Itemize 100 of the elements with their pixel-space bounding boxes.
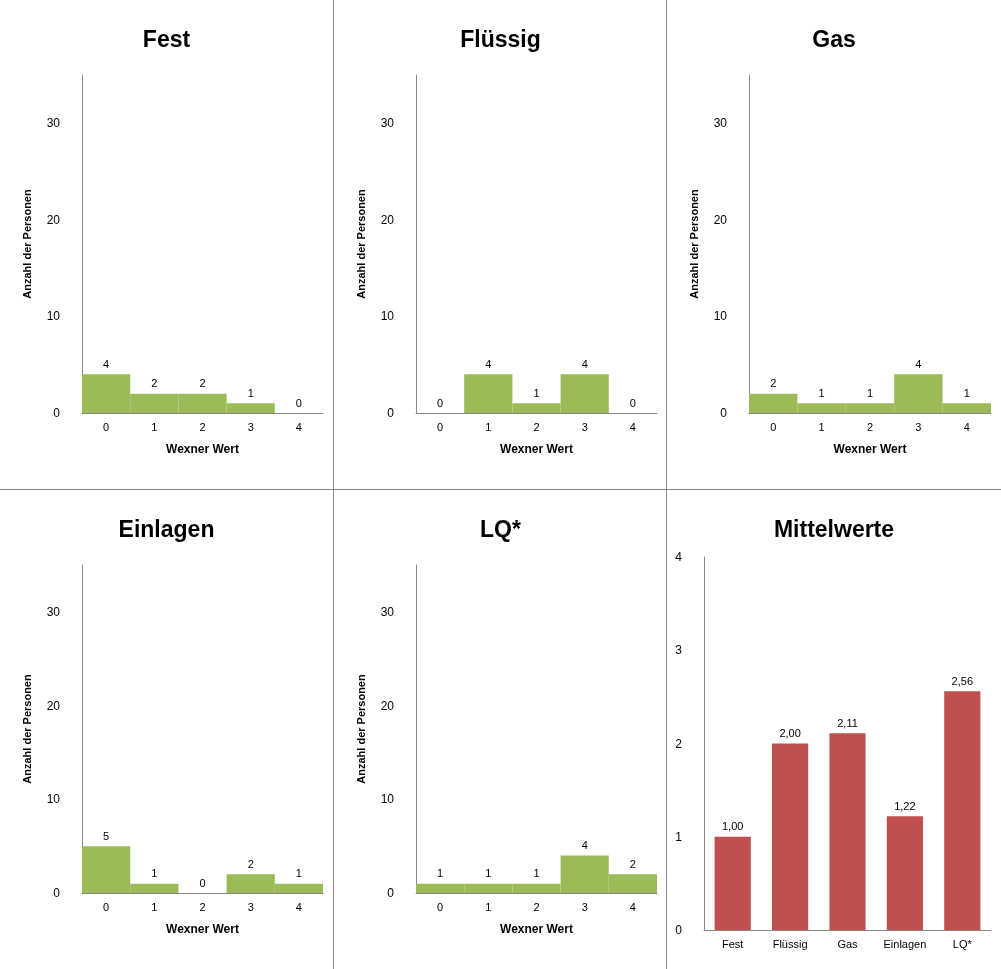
x-tick-label: 0 xyxy=(103,420,110,433)
y-tick-label: 10 xyxy=(380,309,394,324)
data-label: 1,00 xyxy=(722,820,744,833)
chart-title: Mittelwerte xyxy=(774,515,895,542)
data-label: 2 xyxy=(199,377,206,390)
x-tick-label: 2 xyxy=(533,900,540,913)
data-label: 1 xyxy=(964,386,971,399)
chart-title: Gas xyxy=(812,25,857,52)
y-tick-label: 0 xyxy=(53,406,61,420)
x-tick-label: 2 xyxy=(867,420,874,433)
y-tick-label: 10 xyxy=(46,792,61,807)
y-tick-label: 20 xyxy=(713,212,728,227)
y-tick-label: 0 xyxy=(720,406,728,420)
data-label: 2,00 xyxy=(779,727,802,739)
chart-title: Einlagen xyxy=(118,515,215,542)
x-tick-label: Gas xyxy=(837,937,859,950)
y-axis-title: Anzahl der Personen xyxy=(354,189,367,299)
y-tick-label: 0 xyxy=(386,406,394,420)
y-axis-title: Anzahl der Personen xyxy=(687,189,700,299)
data-label: 1 xyxy=(818,386,825,399)
y-tick-label: 0 xyxy=(386,886,394,900)
x-axis-title: Wexner Wert xyxy=(499,442,573,456)
x-axis-title: Wexner Wert xyxy=(833,442,907,456)
x-tick-label: 3 xyxy=(247,420,254,433)
y-tick-label: 20 xyxy=(380,212,394,227)
y-tick-label: 0 xyxy=(53,886,61,900)
x-tick-label: 4 xyxy=(629,900,636,913)
x-tick-label: 2 xyxy=(533,420,540,433)
x-tick-label: Flüssig xyxy=(773,937,808,950)
data-label: 1 xyxy=(533,867,540,880)
x-tick-label: LQ* xyxy=(953,937,973,950)
chart-title: LQ* xyxy=(479,515,521,542)
x-tick-label: 0 xyxy=(436,420,443,433)
data-label: 0 xyxy=(199,876,206,889)
y-tick-label: 0 xyxy=(675,923,683,937)
data-label: 1 xyxy=(436,867,443,880)
x-tick-label: 3 xyxy=(581,900,588,913)
data-label: 1 xyxy=(484,867,492,880)
data-label: 5 xyxy=(103,829,110,842)
y-tick-label: 4 xyxy=(675,550,683,564)
y-tick-label: 30 xyxy=(380,116,394,131)
chart-title: Fest xyxy=(142,25,191,52)
x-tick-label: 1 xyxy=(484,420,492,433)
y-axis-title: Anzahl der Personen xyxy=(20,674,33,784)
data-label: 1 xyxy=(151,867,158,880)
y-tick-label: 30 xyxy=(46,116,61,131)
data-label: 4 xyxy=(581,839,588,852)
y-tick-label: 20 xyxy=(380,698,394,713)
x-axis-title: Wexner Wert xyxy=(166,442,239,456)
x-tick-label: 4 xyxy=(295,420,302,433)
x-tick-label: Einlagen xyxy=(883,937,927,950)
data-label: 0 xyxy=(629,396,636,409)
x-tick-label: 2 xyxy=(199,420,206,433)
y-tick-label: 3 xyxy=(675,643,683,658)
x-tick-label: 1 xyxy=(484,900,492,913)
x-tick-label: 3 xyxy=(247,900,254,913)
y-tick-label: 10 xyxy=(380,792,394,807)
y-tick-label: 30 xyxy=(713,116,728,131)
data-label: 4 xyxy=(915,357,922,370)
data-label: 4 xyxy=(103,357,110,370)
x-tick-label: 4 xyxy=(295,900,302,913)
x-tick-label: 0 xyxy=(770,420,777,433)
y-tick-label: 20 xyxy=(46,212,61,227)
data-label: 4 xyxy=(581,357,588,370)
data-label: 2 xyxy=(151,377,158,390)
x-tick-label: 1 xyxy=(151,420,158,433)
y-axis-title: Anzahl der Personen xyxy=(354,674,367,784)
data-label: 1 xyxy=(867,386,874,399)
x-tick-label: 3 xyxy=(915,420,922,433)
x-tick-label: 1 xyxy=(151,900,158,913)
data-label: 4 xyxy=(484,357,492,370)
x-tick-label: 4 xyxy=(629,420,636,433)
x-axis-title: Wexner Wert xyxy=(499,922,573,936)
y-tick-label: 30 xyxy=(380,604,394,619)
data-label: 1 xyxy=(533,386,540,399)
data-label: 2,11 xyxy=(837,716,859,729)
y-tick-label: 10 xyxy=(713,309,728,324)
y-tick-label: 30 xyxy=(46,604,61,619)
y-axis-title: Anzahl der Personen xyxy=(20,189,33,299)
data-label: 0 xyxy=(436,396,443,409)
y-tick-label: 20 xyxy=(46,698,61,713)
data-label: 2 xyxy=(247,857,254,870)
x-tick-label: 2 xyxy=(199,900,206,913)
data-label: 2 xyxy=(770,377,777,390)
chart-title: Flüssig xyxy=(459,25,541,52)
data-label: 1 xyxy=(295,867,302,880)
x-tick-label: 4 xyxy=(964,420,971,433)
data-label: 2 xyxy=(629,857,636,870)
data-label: 1 xyxy=(247,386,254,399)
x-tick-label: 0 xyxy=(103,900,110,913)
y-tick-label: 10 xyxy=(46,309,61,324)
y-tick-label: 1 xyxy=(675,829,683,844)
x-tick-label: 3 xyxy=(581,420,588,433)
data-label: 2,56 xyxy=(951,674,974,687)
data-label: 1,22 xyxy=(894,799,916,812)
y-tick-label: 2 xyxy=(675,736,683,751)
x-tick-label: 0 xyxy=(436,900,443,913)
x-tick-label: 1 xyxy=(818,420,825,433)
x-tick-label: Fest xyxy=(722,937,744,950)
x-axis-title: Wexner Wert xyxy=(166,922,239,936)
